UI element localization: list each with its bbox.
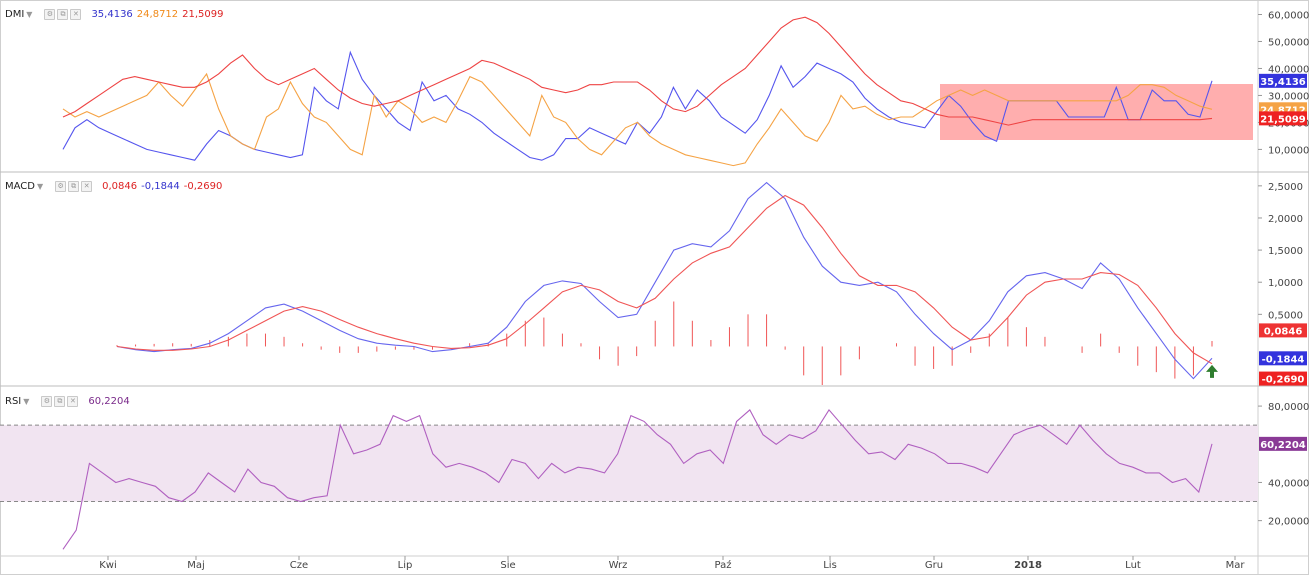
close-icon[interactable]: ✕ [67,395,79,407]
last-value-tag-label: -0,2690 [1262,375,1305,386]
copy-icon[interactable]: ⧉ [54,395,66,407]
y-tick-label: 40,0000 [1268,64,1309,75]
y-tick-label: 2,0000 [1268,214,1303,225]
x-tick-label: Lip [398,560,413,571]
y-tick-label: 1,0000 [1268,278,1303,289]
x-tick-label: Cze [290,560,308,571]
rsi-legend: RSI ▼ ⚙ ⧉ ✕ 60,2204 [0,393,134,409]
x-tick-label: Lut [1125,560,1141,571]
series-line-0-2 [62,16,1213,126]
copy-icon[interactable]: ⧉ [57,8,69,20]
y-tick-label: 60,0000 [1268,10,1309,21]
settings-icon[interactable]: ⚙ [44,8,56,20]
x-tick-label: Kwi [99,560,117,571]
x-tick-label: 2018 [1014,560,1042,571]
x-tick-label: Lis [823,560,837,571]
x-tick-label: Wrz [609,560,628,571]
last-value-tag [1259,73,1307,88]
settings-icon[interactable]: ⚙ [55,180,67,192]
series-line-2-0 [62,408,1213,550]
x-tick-label: Sie [500,560,515,571]
series-line-1-0 [116,181,1213,380]
y-tick-label: 20,0000 [1268,517,1309,528]
last-value-tag-label: 21,5099 [1260,114,1306,125]
last-value-tag-label: 35,4136 [1260,77,1306,88]
last-value-tag [1259,111,1307,126]
rsi-value: 60,2204 [88,395,130,407]
last-value-tag [1259,371,1307,386]
dmi-value-blue: 35,4136 [91,8,133,20]
last-value-tag [1259,323,1307,338]
y-tick-label: 10,0000 [1268,145,1309,156]
highlight-rectangle [940,84,1253,140]
series-line-0-1 [62,72,1213,167]
x-tick-label: Paź [715,559,732,571]
y-tick-label: 40,0000 [1268,478,1309,489]
dmi-value-red: 21,5099 [182,8,224,20]
last-value-tag-label: 60,2204 [1260,440,1306,451]
dropdown-caret-icon[interactable]: ▼ [23,396,30,406]
dropdown-caret-icon[interactable]: ▼ [26,9,33,19]
y-tick-label: 30,0000 [1268,91,1309,102]
macd-legend: MACD ▼ ⚙ ⧉ ✕ 0,0846 -0,1844 -0,2690 [0,178,226,194]
rsi-title[interactable]: RSI [5,395,22,407]
close-icon[interactable]: ✕ [81,180,93,192]
close-icon[interactable]: ✕ [70,8,82,20]
dmi-value-orange: 24,8712 [136,8,179,20]
up-arrow-icon [1206,364,1218,378]
last-value-tag-label: 24,8712 [1260,105,1306,116]
last-value-tag [1259,351,1307,366]
macd-value-macd: -0,1844 [141,180,180,192]
last-value-tag-label: 0,0846 [1264,326,1303,337]
last-value-tag [1259,436,1307,451]
dmi-legend: DMI ▼ ⚙ ⧉ ✕ 35,4136 24,8712 21,5099 [0,6,228,22]
y-tick-label: 0,5000 [1268,310,1303,321]
x-tick-label: Mar [1226,560,1246,571]
dropdown-caret-icon[interactable]: ▼ [36,181,44,191]
y-tick-label: 2,5000 [1268,182,1303,193]
copy-icon[interactable]: ⧉ [68,180,80,192]
y-tick-label: 1,5000 [1268,246,1303,257]
dmi-title[interactable]: DMI [5,8,25,20]
y-tick-label: 50,0000 [1268,37,1309,48]
x-tick-label: Maj [187,560,205,571]
y-tick-label: 80,0000 [1268,402,1309,413]
rsi-band [0,425,1258,502]
series-line-1-1 [116,194,1213,365]
settings-icon[interactable]: ⚙ [41,395,53,407]
x-tick-label: Gru [925,560,943,571]
last-value-tag-label: -0,1844 [1262,354,1305,365]
macd-value-hist: 0,0846 [102,180,138,192]
macd-title[interactable]: MACD [5,180,35,192]
macd-value-signal: -0,2690 [183,180,223,192]
